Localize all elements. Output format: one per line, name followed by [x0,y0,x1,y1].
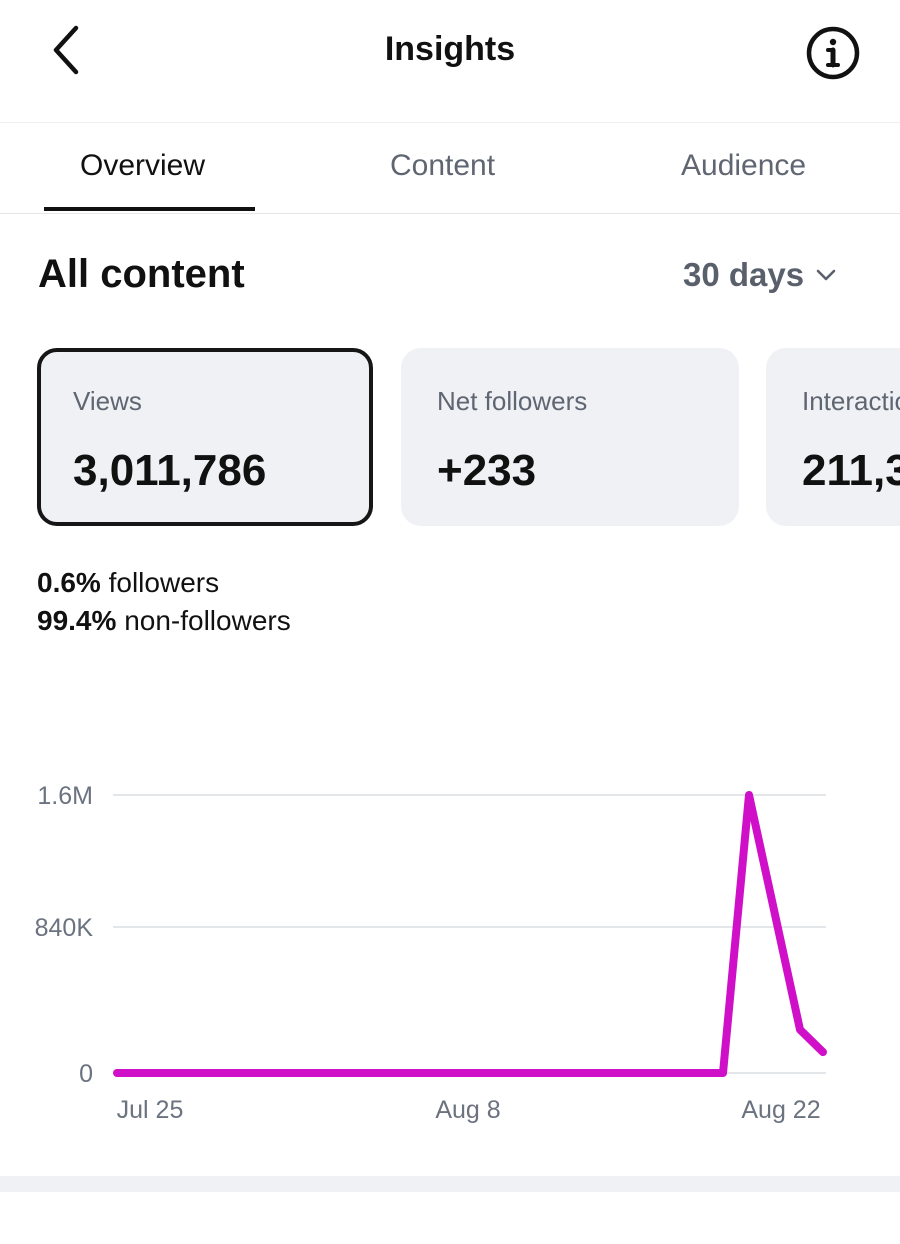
x-tick-label: Aug 8 [435,1096,500,1124]
date-range-label: 30 days [683,256,805,293]
audience-breakdown: 0.6% followers 99.4% non-followers [37,564,291,640]
info-button[interactable] [804,24,862,82]
active-tab-indicator [44,207,255,211]
metric-value: 3,011,786 [73,446,267,495]
tab-audience[interactable]: Audience [681,149,807,182]
y-tick-label: 840K [35,914,94,942]
y-tick-label: 0 [79,1060,93,1088]
metric-card-views[interactable]: Views 3,011,786 [37,348,373,526]
x-tick-label: Jul 25 [117,1096,184,1124]
section-title: All content [38,252,245,296]
nonfollowers-label: non-followers [124,605,291,636]
tab-content[interactable]: Content [390,149,496,182]
info-circle-icon [806,26,860,80]
metric-label: Views [73,386,142,416]
tab-bar: Overview Content Audience [0,123,900,214]
followers-label: followers [108,567,220,598]
chevron-left-icon [53,25,79,75]
views-chart: 0 840K 1.6M Jul 25 Aug 8 Aug 22 [35,782,827,1124]
date-range-dropdown[interactable]: 30 days [683,256,838,294]
series-line-views [113,791,827,1077]
y-tick-label: 1.6M [37,782,93,810]
header: Insights [0,0,900,123]
nonfollowers-percent: 99.4% [37,605,117,636]
metric-card-net-followers[interactable]: Net followers +233 [401,348,739,526]
tab-overview[interactable]: Overview [80,149,206,182]
metric-value: +233 [437,446,537,495]
chevron-down-icon [816,269,836,281]
section-divider [0,1176,900,1192]
metric-value: 211,3 [802,446,900,495]
followers-line: 0.6% followers [37,564,291,602]
page-title: Insights [384,30,516,68]
metric-label: Net followers [437,386,588,416]
x-tick-label: Aug 22 [741,1096,820,1124]
metric-cards: Views 3,011,786 Net followers +233 Inter… [0,348,900,530]
back-button[interactable] [40,22,96,78]
metric-label: Interactions [802,386,900,416]
nonfollowers-line: 99.4% non-followers [37,602,291,640]
metric-card-interactions[interactable]: Interactions 211,3 [766,348,900,526]
followers-percent: 0.6% [37,567,101,598]
